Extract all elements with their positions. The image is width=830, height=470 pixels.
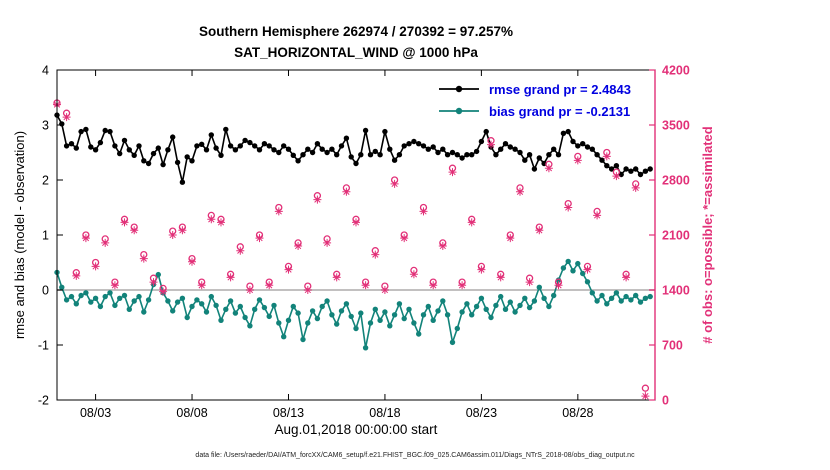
legend: rmse grand pr = 2.4843 bias grand pr = -…: [437, 78, 631, 122]
legend-item-bias: bias grand pr = -0.2131: [437, 100, 631, 122]
y-right-tick-label: 0: [662, 394, 669, 408]
y-left-tick-label: 2: [42, 174, 49, 188]
y-left-tick-label: 4: [42, 64, 49, 78]
y-axis-label-right: # of obs: o=possible; *=assimilated: [700, 126, 715, 344]
y-left-tick-label: -1: [38, 339, 49, 353]
data-file-caption: data file: /Users/raeder/DAI/ATM_forcXX/…: [195, 452, 635, 459]
bias-legend-marker-icon: [439, 107, 479, 115]
y-axis-label-left: rmse and bias (model - observation): [12, 130, 27, 340]
y-right-tick-label: 700: [662, 339, 683, 353]
assimilated_obs-series: [53, 100, 650, 401]
x-tick-label: 08/28: [562, 406, 593, 420]
y-right-tick-label: 4200: [662, 64, 690, 78]
x-tick-label: 08/08: [176, 406, 207, 420]
y-right-tick-label: 3500: [662, 119, 690, 133]
legend-label-rmse: rmse grand pr = 2.4843: [489, 81, 631, 97]
y-left-tick-label: 0: [42, 284, 49, 298]
y-right-tick-label: 2800: [662, 174, 690, 188]
bias-series: [54, 258, 653, 351]
legend-item-rmse: rmse grand pr = 2.4843: [437, 78, 631, 100]
rmse-series: [54, 112, 653, 185]
chart-subtitle: SAT_HORIZONTAL_WIND @ 1000 hPa: [234, 45, 478, 60]
y-left-tick-label: 1: [42, 229, 49, 243]
y-right-tick-label: 2100: [662, 229, 690, 243]
x-tick-label: 08/13: [273, 406, 304, 420]
chart-title: Southern Hemisphere 262974 / 270392 = 97…: [198, 24, 514, 39]
x-tick-label: 08/23: [466, 406, 497, 420]
x-axis-label: Aug.01,2018 00:00:00 start: [274, 422, 438, 437]
y-right-tick-label: 1400: [662, 284, 690, 298]
y-left-tick-label: 3: [42, 119, 49, 133]
x-tick-label: 08/03: [80, 406, 111, 420]
rmse-legend-marker-icon: [439, 85, 479, 93]
y-left-tick-label: -2: [38, 394, 49, 408]
x-tick-label: 08/18: [369, 406, 400, 420]
legend-label-bias: bias grand pr = -0.2131: [489, 103, 631, 119]
possible_obs-series: [53, 99, 650, 392]
